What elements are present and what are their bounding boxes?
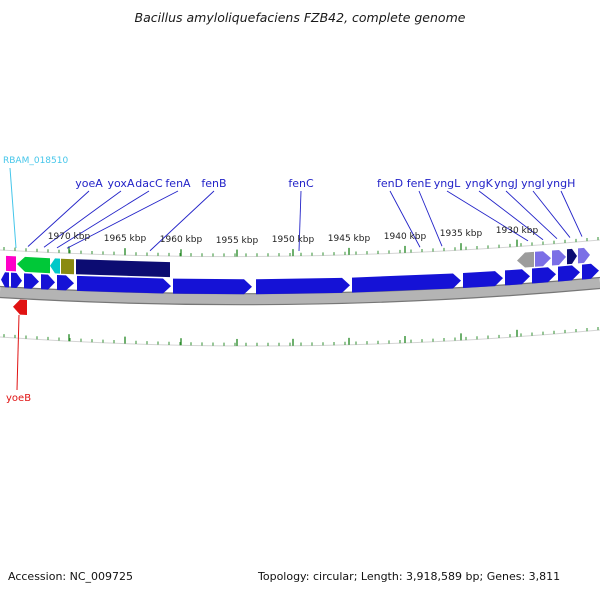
gene-leader-line	[532, 190, 571, 238]
gene-label-yngH[interactable]: yngH	[546, 177, 576, 190]
axis-tick-label: 1970 kbp	[47, 232, 91, 243]
gene-leader-line	[56, 190, 150, 249]
gene-feature[interactable]	[558, 265, 580, 282]
axis-tick-label: 1930 kbp	[495, 225, 539, 236]
gene-leader-line	[560, 190, 583, 237]
gene-feature[interactable]	[17, 256, 50, 274]
gene-feature[interactable]	[582, 263, 599, 280]
gene-feature[interactable]	[13, 299, 27, 315]
gene-feature[interactable]	[24, 273, 39, 289]
gene-label-yoxA[interactable]: yoxA	[107, 177, 135, 190]
gene-leader-line	[418, 190, 443, 247]
gene-feature[interactable]	[77, 275, 171, 294]
gene-feature[interactable]	[1, 272, 9, 288]
gene-leader-line	[446, 190, 529, 242]
axis-tick-label: 1935 kbp	[439, 229, 483, 240]
gene-label-yoeA[interactable]: yoeA	[75, 177, 103, 190]
gene-feature[interactable]	[532, 267, 556, 284]
top-ruler-line	[0, 239, 600, 258]
gene-leader-line	[389, 190, 421, 248]
figure-title: Bacillus amyloliquefaciens FZB42, comple…	[134, 10, 466, 25]
axis-tick-label: 1955 kbp	[215, 235, 259, 246]
gene-leader-line	[66, 190, 179, 249]
gene-label-yngK[interactable]: yngK	[465, 177, 493, 190]
gene-leader-line	[149, 190, 215, 252]
gene-feature[interactable]	[50, 258, 60, 274]
gene-label-fenA[interactable]: fenA	[165, 177, 191, 190]
gene-feature[interactable]	[535, 251, 551, 267]
gene-leader-line	[505, 190, 558, 239]
gene-feature[interactable]	[567, 248, 577, 265]
axis-tick-label: 1965 kbp	[103, 234, 147, 245]
gene-feature[interactable]	[505, 269, 530, 286]
gene-feature[interactable]	[173, 278, 252, 295]
axis-tick-label: 1960 kbp	[159, 235, 203, 246]
topology-text: Topology: circular; Length: 3,918,589 bp…	[258, 570, 561, 583]
axis-tick-label: 1950 kbp	[271, 235, 315, 246]
gene-feature[interactable]	[463, 271, 503, 288]
gene-label-fenC[interactable]: fenC	[288, 177, 314, 190]
accession-text: Accession: NC_009725	[8, 570, 134, 583]
gene-feature[interactable]	[6, 255, 16, 272]
feature-label-rbam[interactable]: RBAM_018510	[3, 156, 69, 166]
axis-tick-label: 1945 kbp	[327, 233, 371, 244]
gene-leader-line	[478, 190, 544, 241]
gene-feature[interactable]	[57, 275, 74, 291]
gene-feature[interactable]	[352, 273, 461, 293]
gene-leader-line	[298, 190, 302, 252]
gene-leader-line	[27, 190, 90, 247]
annotation-line-yoeB	[16, 314, 20, 391]
gene-label-yngL[interactable]: yngL	[433, 177, 461, 190]
gene-label-yngJ[interactable]: yngJ	[494, 177, 518, 190]
bottom-ruler-line	[0, 329, 600, 347]
gene-label-yngI[interactable]: yngI	[521, 177, 545, 190]
annotation-line-RBAM_018510	[9, 167, 17, 249]
gene-feature[interactable]	[41, 274, 55, 290]
gene-feature[interactable]	[552, 250, 566, 266]
gene-feature[interactable]	[517, 251, 534, 268]
gene-feature[interactable]	[11, 272, 22, 288]
gene-label-fenE[interactable]: fenE	[406, 177, 432, 190]
gene-label-dacC[interactable]: dacC	[135, 177, 163, 190]
gene-leader-line	[43, 190, 122, 248]
gene-label-fenD[interactable]: fenD	[376, 177, 404, 190]
gene-feature[interactable]	[61, 258, 74, 275]
gene-feature[interactable]	[578, 247, 590, 264]
feature-label-yoeb[interactable]: yoeB	[6, 393, 32, 404]
axis-tick-label: 1940 kbp	[383, 231, 427, 242]
backbone-edge-line	[0, 287, 600, 306]
gene-feature[interactable]	[76, 259, 170, 278]
gene-label-fenB[interactable]: fenB	[201, 177, 227, 190]
genome-backbone	[0, 277, 600, 305]
gene-feature[interactable]	[256, 277, 350, 295]
